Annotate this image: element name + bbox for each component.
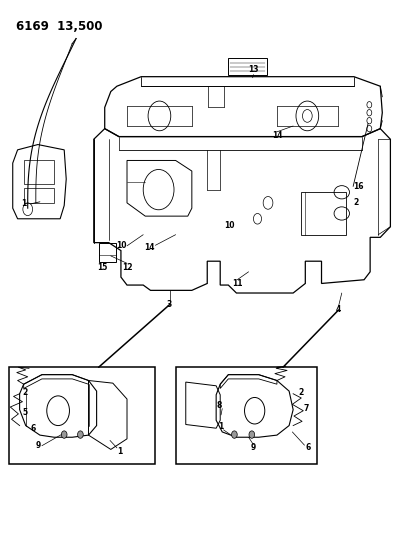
Text: 10: 10 bbox=[116, 241, 126, 251]
Text: 15: 15 bbox=[98, 263, 108, 272]
Bar bbox=[24, 160, 54, 184]
Text: 5: 5 bbox=[22, 408, 27, 417]
Text: 1: 1 bbox=[117, 447, 122, 456]
Text: 9: 9 bbox=[251, 443, 256, 453]
Text: 13: 13 bbox=[248, 64, 259, 74]
Circle shape bbox=[78, 431, 83, 438]
Text: 16: 16 bbox=[353, 182, 363, 191]
Text: 6: 6 bbox=[306, 443, 311, 453]
Bar bbox=[301, 192, 346, 235]
Circle shape bbox=[249, 431, 255, 438]
Text: 2: 2 bbox=[353, 198, 359, 207]
Bar bbox=[228, 58, 267, 75]
Circle shape bbox=[232, 431, 237, 438]
Text: 1: 1 bbox=[218, 422, 224, 431]
Text: 6: 6 bbox=[30, 424, 35, 433]
Text: 14: 14 bbox=[272, 131, 282, 140]
Text: 7: 7 bbox=[304, 403, 309, 413]
Text: 11: 11 bbox=[232, 279, 242, 288]
Circle shape bbox=[61, 431, 67, 438]
Text: 10: 10 bbox=[224, 221, 234, 230]
Text: 4: 4 bbox=[336, 305, 341, 314]
Text: 1: 1 bbox=[21, 199, 26, 208]
Text: 12: 12 bbox=[122, 263, 132, 272]
Bar bbox=[9, 367, 155, 464]
Text: 6169  13,500: 6169 13,500 bbox=[16, 20, 102, 33]
Text: 2: 2 bbox=[299, 388, 304, 397]
Text: 3: 3 bbox=[167, 300, 172, 309]
Bar bbox=[99, 243, 115, 262]
Text: 2: 2 bbox=[22, 388, 27, 397]
Text: 9: 9 bbox=[35, 441, 40, 450]
Text: 14: 14 bbox=[144, 244, 155, 253]
Bar bbox=[175, 367, 317, 464]
Bar bbox=[24, 188, 54, 203]
Text: 8: 8 bbox=[217, 401, 222, 410]
